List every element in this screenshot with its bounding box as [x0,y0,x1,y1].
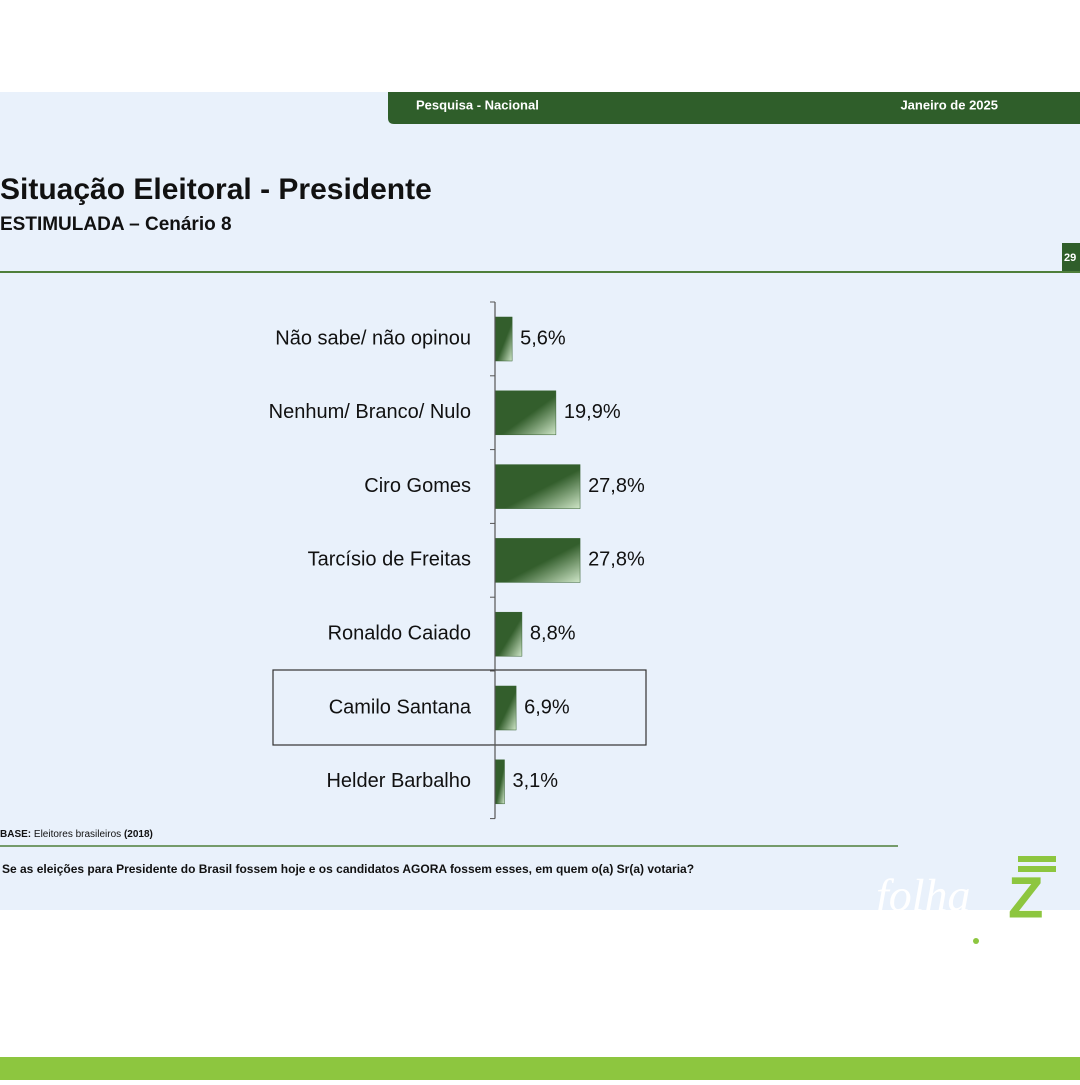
logo-stripe [1018,866,1056,872]
category-label: Camilo Santana [329,696,472,718]
bar [494,759,505,805]
value-label: 19,9% [564,401,621,423]
bar [494,464,581,509]
value-label: 27,8% [588,549,645,571]
header-right: Janeiro de 2025 [900,97,998,112]
category-label: Tarcísio de Freitas [308,549,471,571]
value-label: 3,1% [512,770,558,792]
logo-stripe [1018,856,1056,862]
category-label: Ronaldo Caiado [328,622,471,644]
logo-dot [973,938,979,944]
logo-word: folha [876,870,971,921]
category-label: Ciro Gomes [364,475,471,497]
title: Situação Eleitoral - Presidente [0,173,432,206]
highlight-box [272,669,647,746]
bar [494,538,581,583]
question: Se as eleições para Presidente do Brasil… [2,862,694,876]
bottom-band [0,1057,1080,1080]
header-bar [388,92,1080,124]
value-label: 8,8% [530,622,576,644]
base-text: Eleitores brasileiros [34,829,121,840]
page-box [1062,243,1080,271]
category-label: Helder Barbalho [326,770,471,792]
bar [494,316,513,362]
bar [494,685,517,731]
base: BASE: Eleitores brasileiros (2018) [0,829,153,840]
logo-letter: Z [1008,865,1043,930]
value-label: 27,8% [588,475,645,497]
bar [494,611,523,657]
category-label: Nenhum/ Branco/ Nulo [269,401,471,423]
base-label: BASE: [0,829,31,840]
value-label: 5,6% [520,327,566,349]
chart: Não sabe/ não opinou 5,6% Nenhum/ Branco/ … [269,301,647,820]
value-label: 6,9% [524,696,570,718]
bar [494,390,557,436]
logo: folha Z [876,856,1056,944]
header-left: Pesquisa - Nacional [416,97,539,112]
subtitle: ESTIMULADA – Cenário 8 [0,214,232,235]
base-year: (2018) [124,829,153,840]
page-number: 29 [1064,252,1076,264]
category-label: Não sabe/ não opinou [275,327,471,349]
